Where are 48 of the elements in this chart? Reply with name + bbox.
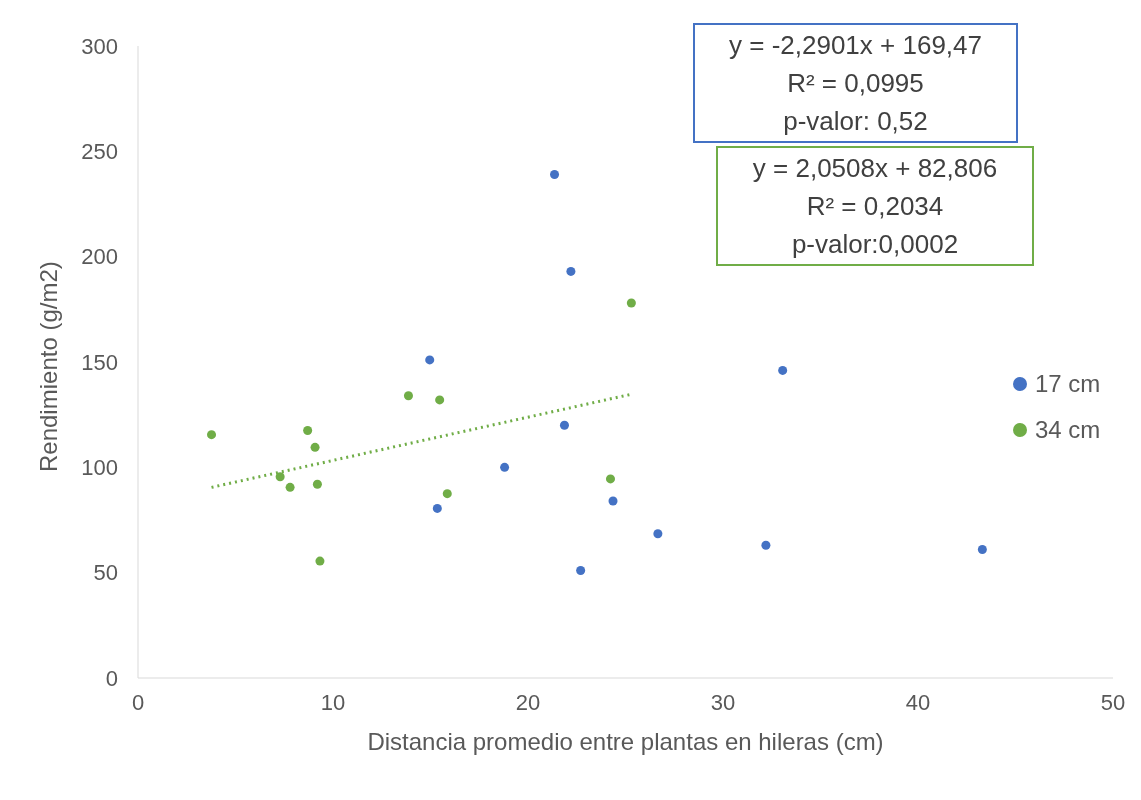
point <box>761 540 771 550</box>
x-tick-label: 50 <box>1100 689 1126 715</box>
x-tick-label: 40 <box>905 689 931 715</box>
point <box>315 556 325 566</box>
point <box>403 391 413 401</box>
point <box>626 298 636 308</box>
legend-label: 17 cm <box>1035 370 1101 398</box>
annotation: R² = 0,0995 <box>786 67 925 100</box>
point <box>285 482 295 492</box>
y-tick-label: 150 <box>81 349 118 375</box>
annotation: R² = 0,2034 <box>805 190 945 223</box>
text-box: y = 2,0508x + 82,806 R² = 0,2034 p-valor:0,0002 <box>716 146 1034 266</box>
point <box>576 566 586 576</box>
annotation: y = -2,2901x + 169,47 <box>728 29 983 62</box>
x-tick-label: 0 <box>131 689 145 715</box>
point <box>500 462 510 472</box>
annotation: p-valor:0,0002 <box>790 228 960 261</box>
point <box>442 489 452 499</box>
point <box>550 170 560 180</box>
annotation: p-valor: 0,52 <box>782 105 929 138</box>
point <box>275 472 285 482</box>
x-tick-label: 20 <box>515 689 541 715</box>
point <box>303 425 313 435</box>
x-tick-label: 30 <box>710 689 736 715</box>
point <box>605 474 615 484</box>
point <box>778 365 788 375</box>
y-tick-label: 50 <box>93 560 118 586</box>
point <box>310 442 320 452</box>
legend-label: 34 cm <box>1035 416 1101 444</box>
point <box>207 430 217 440</box>
point <box>977 544 987 554</box>
point <box>312 479 322 489</box>
y-tick-label: 100 <box>81 455 118 481</box>
point <box>425 355 435 365</box>
point <box>432 503 442 513</box>
x-axis-title: Distancia promedio entre plantas en hileras (cm) <box>367 728 884 755</box>
y-tick-label: 250 <box>81 139 118 165</box>
point <box>608 496 618 506</box>
y-tick-label: 0 <box>105 665 118 691</box>
point <box>435 395 445 405</box>
y-axis-title: Rendimiento (g/m2) <box>34 261 62 472</box>
annotation: y = 2,0508x + 82,806 <box>751 152 999 185</box>
x-tick-label: 10 <box>320 689 346 715</box>
y-tick-label: 300 <box>81 33 118 59</box>
point <box>653 529 663 539</box>
point <box>566 266 576 276</box>
point <box>559 420 569 430</box>
y-tick-label: 200 <box>81 244 118 270</box>
